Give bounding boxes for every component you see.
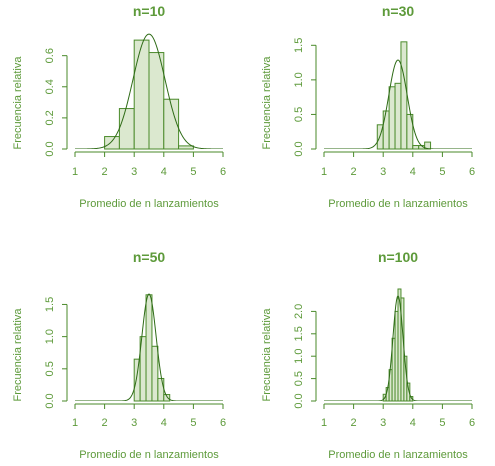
x-tick-label: 3 bbox=[380, 417, 386, 429]
y-tick-label: 1.0 bbox=[293, 349, 305, 364]
x-tick-label: 5 bbox=[190, 417, 196, 429]
x-tick-label: 2 bbox=[351, 166, 357, 178]
y-axis-label: Frecuencia relativa bbox=[12, 56, 24, 150]
x-tick-label: 5 bbox=[439, 166, 445, 178]
y-tick-label: 0.0 bbox=[293, 141, 305, 156]
y-axis-label: Frecuencia relativa bbox=[12, 308, 24, 402]
x-tick-label: 5 bbox=[439, 417, 445, 429]
histogram-bar bbox=[151, 345, 159, 402]
y-tick-label: 1.5 bbox=[293, 38, 305, 53]
chart-title: n=10 bbox=[133, 3, 166, 19]
chart-title: n=30 bbox=[382, 3, 415, 19]
chart-panel-4: n=100 1 2 3 4 5 6 0.0 0.5 1.0 1.5 2.0 Promedio de n … bbox=[261, 249, 475, 461]
y-tick-label: 0.5 bbox=[293, 371, 305, 386]
y-tick-label: 0.0 bbox=[44, 393, 56, 408]
histogram-bar bbox=[145, 294, 153, 402]
histogram-bar bbox=[412, 145, 420, 150]
x-tick-label: 3 bbox=[380, 166, 386, 178]
histogram-bar bbox=[394, 82, 402, 150]
x-tick-label: 1 bbox=[321, 417, 327, 429]
x-tick-label: 1 bbox=[321, 166, 327, 178]
histogram-bar bbox=[406, 113, 414, 150]
y-tick-label: 0.4 bbox=[44, 79, 56, 94]
density-curve bbox=[324, 59, 472, 149]
chart-panel-3: n=50 1 2 3 4 5 6 0.0 0.5 1.0 1.5 Promedio de n lanz… bbox=[12, 249, 226, 461]
density-curve bbox=[75, 33, 223, 149]
y-tick-label: 0.2 bbox=[44, 110, 56, 125]
histogram-bar bbox=[388, 86, 396, 150]
y-tick-label: 1.0 bbox=[44, 329, 56, 344]
x-tick-label: 6 bbox=[469, 166, 475, 178]
histogram-bar bbox=[178, 145, 194, 150]
histogram-bar bbox=[148, 52, 165, 150]
y-tick-label: 0.5 bbox=[44, 361, 56, 376]
y-tick-label: 2.0 bbox=[293, 304, 305, 319]
x-tick-label: 6 bbox=[220, 417, 226, 429]
y-tick-label: 1.5 bbox=[293, 326, 305, 341]
x-tick-label: 6 bbox=[469, 417, 475, 429]
x-tick-label: 4 bbox=[410, 166, 416, 178]
x-axis-label: Promedio de n lanzamientos bbox=[328, 449, 468, 461]
histogram-bar bbox=[382, 110, 390, 150]
histogram-bar bbox=[133, 358, 141, 402]
histogram-bar bbox=[163, 394, 171, 402]
chart-panel-1: n=10 1 2 3 4 5 6 0.0 0.2 0.4 0.6 Promedio de n lanz… bbox=[12, 3, 226, 210]
x-axis-label: Promedio de n lanzamientos bbox=[328, 198, 468, 210]
x-tick-label: 2 bbox=[351, 417, 357, 429]
x-axis-label: Promedio de n lanzamientos bbox=[79, 198, 219, 210]
x-tick-label: 2 bbox=[102, 166, 108, 178]
chart-panel-2: n=30 1 2 3 4 5 6 0.0 0.5 1.0 1.5 Promedio de n lanz… bbox=[261, 3, 475, 210]
x-tick-label: 2 bbox=[102, 417, 108, 429]
histogram-bar bbox=[104, 136, 120, 150]
histogram-bar bbox=[409, 396, 414, 402]
histogram-bar bbox=[133, 39, 150, 150]
y-axis-label: Frecuencia relativa bbox=[261, 56, 273, 150]
x-tick-label: 3 bbox=[131, 166, 137, 178]
density-curve bbox=[75, 293, 223, 401]
y-tick-label: 0.5 bbox=[293, 107, 305, 122]
x-tick-label: 3 bbox=[131, 417, 137, 429]
histogram-bar bbox=[400, 41, 408, 150]
x-tick-label: 4 bbox=[161, 417, 167, 429]
chart-title: n=50 bbox=[133, 249, 166, 265]
chart-title: n=100 bbox=[378, 249, 418, 265]
y-tick-label: 1.5 bbox=[44, 297, 56, 312]
y-tick-label: 1.0 bbox=[293, 72, 305, 87]
histogram-bar bbox=[118, 108, 135, 150]
y-tick-label: 0.6 bbox=[44, 48, 56, 63]
y-axis-label: Frecuencia relativa bbox=[261, 308, 273, 402]
x-tick-label: 6 bbox=[220, 166, 226, 178]
x-tick-label: 1 bbox=[72, 417, 78, 429]
histogram-bar bbox=[406, 382, 411, 402]
x-axis-label: Promedio de n lanzamientos bbox=[79, 449, 219, 461]
x-tick-label: 4 bbox=[161, 166, 167, 178]
y-tick-label: 0.0 bbox=[44, 141, 56, 156]
x-tick-label: 4 bbox=[410, 417, 416, 429]
histogram-bar bbox=[163, 98, 180, 150]
histogram-bar bbox=[157, 377, 165, 402]
y-tick-label: 0.0 bbox=[293, 393, 305, 408]
x-tick-label: 5 bbox=[190, 166, 196, 178]
density-curve bbox=[324, 294, 472, 401]
x-tick-label: 1 bbox=[72, 166, 78, 178]
